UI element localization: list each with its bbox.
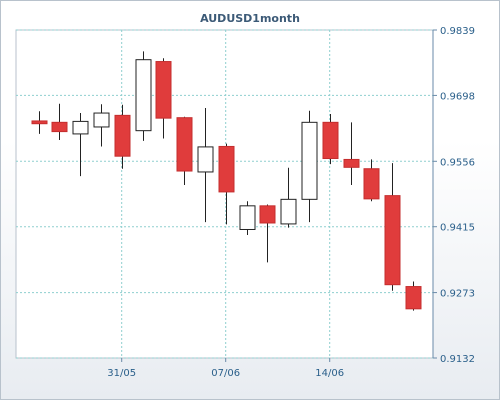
candle <box>343 122 360 185</box>
candle <box>301 110 318 223</box>
candle-body-up <box>239 205 256 230</box>
chart-title: AUDUSD1month <box>200 12 300 25</box>
candle-body-down <box>363 168 380 200</box>
candle <box>384 163 401 291</box>
candle <box>197 107 214 223</box>
candle <box>93 104 110 147</box>
candle-body-up <box>301 121 318 200</box>
candle-body-down <box>114 114 131 157</box>
candle <box>155 58 172 139</box>
y-tick-label: 0.9132 <box>440 354 475 365</box>
candle <box>51 103 68 140</box>
candle <box>322 113 339 165</box>
candle <box>72 113 89 177</box>
candle-body-down <box>218 145 235 193</box>
candle-body-down <box>384 195 401 286</box>
candle <box>405 281 422 311</box>
candle-body-down <box>259 205 276 224</box>
candle-body-down <box>405 286 422 310</box>
candle <box>363 159 380 202</box>
candle-body-up <box>135 59 152 132</box>
candle <box>135 51 152 141</box>
x-tick-label: 31/05 <box>107 368 136 379</box>
y-tick-label: 0.9556 <box>440 157 475 168</box>
candle <box>176 116 193 185</box>
candle-body-down <box>51 121 68 133</box>
y-tick-label: 0.9698 <box>440 91 475 102</box>
candle <box>239 201 256 236</box>
candle-body-up <box>93 112 110 128</box>
y-tick-label: 0.9273 <box>440 289 475 300</box>
candle-body-down <box>343 158 360 168</box>
candle-body-up <box>280 198 297 225</box>
candle-body-up <box>72 120 89 135</box>
candle <box>259 204 276 263</box>
y-tick-label: 0.9839 <box>440 26 475 37</box>
candle <box>280 167 297 228</box>
candle-body-down <box>31 120 48 125</box>
candle <box>31 111 48 134</box>
candle-body-down <box>322 121 339 160</box>
candle-body-up <box>197 146 214 173</box>
candle-body-down <box>155 61 172 119</box>
candle <box>114 104 131 169</box>
x-tick-label: 14/06 <box>315 368 344 379</box>
candle-body-down <box>176 117 193 172</box>
x-tick-label: 07/06 <box>211 368 240 379</box>
candle <box>218 143 235 225</box>
y-tick-label: 0.9415 <box>440 223 475 234</box>
